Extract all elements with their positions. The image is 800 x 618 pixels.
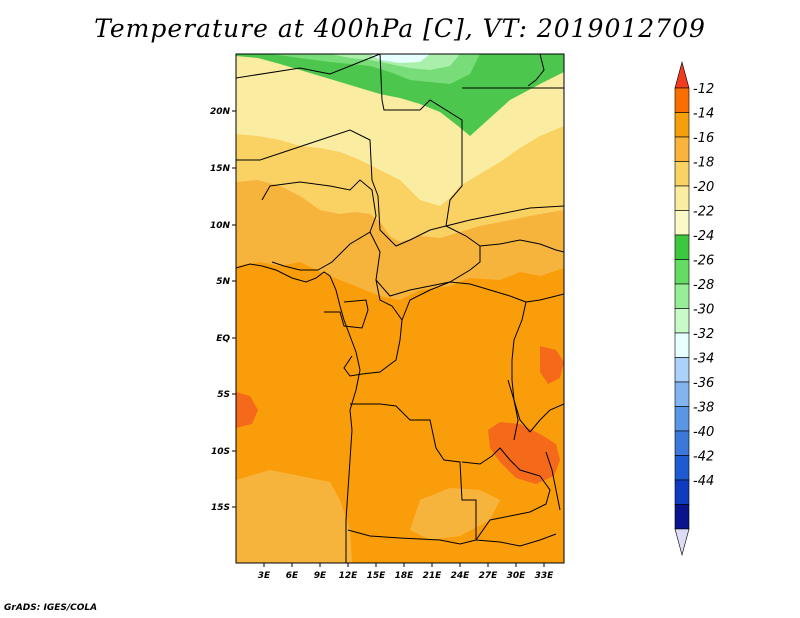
lon-label: 24E: [451, 571, 471, 581]
lon-label: 33E: [535, 571, 555, 581]
field-band-minus22: [236, 54, 564, 136]
field-band-minus28: [370, 54, 430, 63]
lon-label: 6E: [286, 571, 299, 581]
colorbar-label: -20: [693, 180, 714, 195]
lon-axis: 3E 6E 9E 12E 15E 18E 21E 24E 27E 30E 33E: [258, 563, 554, 581]
lat-label: 5N: [216, 277, 230, 287]
border-car: [369, 225, 481, 297]
colorbar-swatch: [674, 406, 690, 432]
lat-label: 20N: [210, 107, 231, 117]
colorbar-swatch: [674, 504, 690, 530]
border-uganda: [525, 293, 564, 303]
lat-label: EQ: [216, 334, 230, 344]
lat-label: 15S: [211, 503, 230, 513]
colorbar-swatch: [674, 112, 690, 138]
border-niger: [236, 129, 379, 197]
chart-title: Temperature at 400hPa [C], VT: 201901270…: [94, 14, 706, 43]
field-south-patch-east: [410, 488, 500, 540]
country-borders: [236, 54, 564, 563]
colorbar-label: -38: [693, 401, 714, 416]
colorbar-label: -22: [693, 205, 714, 220]
colorbar: -12 -14 -16 -18 -20 -22 -24 -26 -28 -30 -32 -34 -36 -…: [674, 60, 714, 557]
lat-label: 5S: [217, 390, 230, 400]
border-drc-east: [511, 301, 531, 433]
colorbar-swatch: [674, 234, 690, 260]
colorbar-swatch: [674, 185, 690, 211]
lon-label: 9E: [314, 571, 327, 581]
border-north-horizontal: [236, 54, 381, 79]
lon-label: 21E: [423, 571, 443, 581]
border-far-east: [527, 54, 545, 87]
lat-axis: 20N 15N 10N 5N EQ 5S 10S 15S: [210, 107, 236, 513]
colorbar-top-triangle: [674, 60, 690, 89]
colorbar-label: -34: [693, 352, 714, 367]
colorbar-swatch: [674, 357, 690, 383]
colorbar-label: -30: [693, 303, 714, 318]
colorbar-label: -36: [693, 376, 714, 391]
lon-label: 18E: [395, 571, 415, 581]
colorbar-bottom-triangle: [674, 528, 690, 557]
lon-label: 3E: [258, 571, 271, 581]
map-frame: [235, 53, 565, 564]
colorbar-swatch: [674, 381, 690, 407]
border-congo-drc: [343, 279, 403, 377]
border-tanzania: [529, 403, 564, 433]
temperature-field: [236, 54, 564, 563]
colorbar-label: -12: [693, 82, 714, 97]
field-warm-spot-east: [488, 422, 560, 484]
field-warm-spot-west: [236, 392, 258, 428]
border-angola: [347, 403, 477, 545]
border-libya-sudan: [379, 54, 463, 160]
colorbar-swatch: [674, 210, 690, 236]
colorbar-label: -42: [693, 450, 714, 465]
colorbar-label: -14: [693, 107, 714, 122]
field-south-patch-west: [236, 470, 352, 563]
field-warm-spot-lake: [540, 346, 564, 384]
lon-label: 15E: [367, 571, 387, 581]
border-lake-tanganyika: [507, 379, 519, 441]
colorbar-label: -40: [693, 425, 714, 440]
border-namibia-botswana: [475, 533, 557, 547]
colorbar-swatch: [674, 136, 690, 162]
border-south-sudan: [479, 239, 564, 253]
coastline-west: [236, 263, 361, 563]
border-drc-north: [401, 281, 527, 321]
colorbar-label: -28: [693, 278, 714, 293]
colorbar-swatch: [674, 455, 690, 481]
lon-label: 12E: [339, 571, 359, 581]
lon-label: 27E: [479, 571, 499, 581]
colorbar-swatch: [674, 308, 690, 334]
lon-label: 30E: [507, 571, 527, 581]
lat-label: 15N: [210, 164, 231, 174]
border-sudan-ss: [445, 205, 564, 227]
colorbar-swatch: [674, 87, 690, 113]
border-malawi: [545, 451, 561, 511]
colorbar-label: -24: [693, 229, 714, 244]
credit-label: GrADS: IGES/COLA: [4, 603, 98, 613]
colorbar-label: -16: [693, 131, 714, 146]
colorbar-swatch: [674, 479, 690, 505]
colorbar-label: -26: [693, 254, 714, 269]
border-chad: [377, 160, 463, 247]
border-nigeria: [261, 179, 377, 271]
colorbar-label: -32: [693, 327, 714, 342]
colorbar-swatch: [674, 332, 690, 358]
colorbar-swatch: [674, 430, 690, 456]
lat-label: 10S: [211, 447, 230, 457]
border-gabon: [324, 299, 369, 329]
border-zambia: [461, 447, 551, 541]
lat-label: 10N: [210, 221, 231, 231]
colorbar-swatch: [674, 161, 690, 187]
colorbar-label: -18: [693, 156, 714, 171]
colorbar-label: -44: [693, 474, 714, 489]
colorbar-swatch: [674, 283, 690, 309]
colorbar-swatch: [674, 259, 690, 285]
